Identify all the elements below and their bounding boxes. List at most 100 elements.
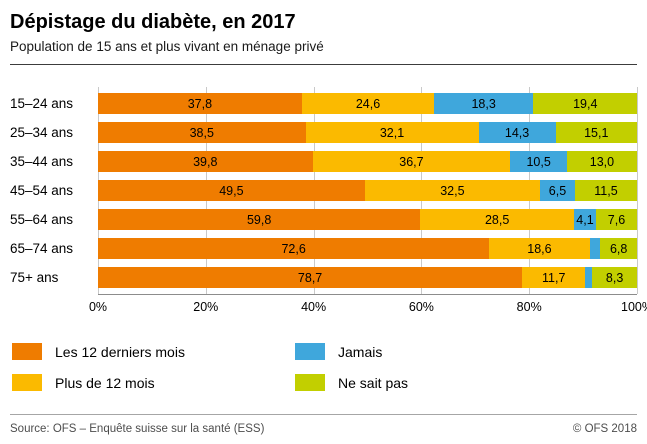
x-tick-label: 60% <box>408 300 434 314</box>
category-label: 35–44 ans <box>10 154 74 169</box>
legend-swatch <box>12 374 42 391</box>
category-label: 55–64 ans <box>10 212 74 227</box>
segment-value-label: 37,8 <box>187 96 213 111</box>
segment-value-label: 8,3 <box>605 270 624 285</box>
bar-row: 59,8 28,5 4,1 7,6 <box>98 209 637 230</box>
chart-subtitle: Population de 15 ans et plus vivant en m… <box>10 39 324 54</box>
bar-segment: 11,7 <box>522 267 586 288</box>
x-tick-label: 40% <box>301 300 327 314</box>
segment-value-label: 18,3 <box>471 96 496 111</box>
bar-segment: 36,7 <box>312 151 511 172</box>
bar-segment: 28,5 <box>420 209 574 230</box>
legend-label: Ne sait pas <box>338 374 409 391</box>
segment-value-label: 24,6 <box>355 96 381 111</box>
bar-segment: 78,7 <box>98 267 523 288</box>
legend-label: Jamais <box>338 343 383 360</box>
legend-label: Les 12 derniers mois <box>55 343 185 360</box>
page-title: Dépistage du diabète, en 2017 <box>10 11 296 33</box>
source-note: Source: OFS – Enquête suisse sur la sant… <box>10 423 265 435</box>
legend-swatch <box>295 374 325 391</box>
category-label: 45–54 ans <box>10 183 74 198</box>
stacked-bar-chart: 15–24 ans 25–34 ans 35–44 ans 45–54 ans 55–6… <box>10 87 638 295</box>
legend: Les 12 derniers mois Plus de 12 mois Jamai… <box>10 343 637 391</box>
plot-area: 37,8 24,6 18,3 19,4 38,5 32,1 14,3 15,1 39,8 36,7… <box>98 87 638 295</box>
legend-label: Plus de 12 mois <box>55 374 155 391</box>
gridline <box>637 87 638 294</box>
x-tick-label: 80% <box>516 300 542 314</box>
x-tick-label: 100% <box>621 300 647 314</box>
segment-value-label: 18,6 <box>527 241 552 256</box>
bar-segment: 72,6 <box>98 238 490 259</box>
segment-value-label: 13,0 <box>589 154 615 169</box>
segment-value-label: 49,5 <box>219 183 244 198</box>
segment-value-label: 32,5 <box>440 183 465 198</box>
bar-segment: 10,5 <box>510 151 567 172</box>
legend-item: Ne sait pas <box>295 374 637 391</box>
segment-value-label: 36,7 <box>399 154 424 169</box>
bar-segment: 11,5 <box>575 180 637 201</box>
bar-segment: 8,3 <box>592 267 637 288</box>
bar-segment <box>585 267 593 288</box>
bar-segment: 18,6 <box>489 238 590 259</box>
segment-value-label: 6,8 <box>609 241 628 256</box>
header-rule <box>10 64 637 65</box>
x-axis: 0% 20% 40% 60% 80% 100% <box>89 295 647 319</box>
segment-value-label: 11,5 <box>594 183 618 198</box>
bar-segment: 49,5 <box>98 180 365 201</box>
bar-segment <box>589 238 601 259</box>
bar-row: 72,6 18,6 6,8 <box>98 238 637 259</box>
bar-segment: 18,3 <box>434 93 533 114</box>
segment-value-label: 38,5 <box>189 125 214 140</box>
segment-value-label: 10,5 <box>526 154 551 169</box>
legend-item: Plus de 12 mois <box>12 374 295 391</box>
segment-value-label: 4,1 <box>576 212 594 227</box>
bar-segment: 4,1 <box>573 209 597 230</box>
legend-item: Les 12 derniers mois <box>12 343 295 360</box>
bar-segment: 6,8 <box>600 238 637 259</box>
bars: 37,8 24,6 18,3 19,4 38,5 32,1 14,3 15,1 39,8 36,7… <box>98 93 637 288</box>
category-label: 65–74 ans <box>10 241 74 256</box>
bar-segment: 59,8 <box>98 209 421 230</box>
bar-row: 78,7 11,7 8,3 <box>98 267 637 288</box>
bar-segment: 39,8 <box>98 151 313 172</box>
bar-segment: 38,5 <box>98 122 306 143</box>
bar-row: 37,8 24,6 18,3 19,4 <box>98 93 637 114</box>
x-tick-label: 20% <box>193 300 219 314</box>
bar-segment: 6,5 <box>539 180 575 201</box>
bar-row: 38,5 32,1 14,3 15,1 <box>98 122 637 143</box>
category-labels: 15–24 ans 25–34 ans 35–44 ans 45–54 ans 55–6… <box>10 87 98 295</box>
bar-segment: 19,4 <box>532 93 637 114</box>
category-label: 75+ ans <box>10 270 59 285</box>
legend-swatch <box>295 343 325 360</box>
bar-segment: 37,8 <box>98 93 302 114</box>
segment-value-label: 72,6 <box>281 241 306 256</box>
copyright-note: © OFS 2018 <box>572 423 637 435</box>
segment-value-label: 32,1 <box>379 125 405 140</box>
bar-segment: 14,3 <box>478 122 556 143</box>
segment-value-label: 6,5 <box>548 183 567 198</box>
bar-segment: 13,0 <box>566 151 637 172</box>
segment-value-label: 14,3 <box>504 125 530 140</box>
x-tick-label: 0% <box>88 300 108 314</box>
segment-value-label: 28,5 <box>484 212 510 227</box>
bar-segment: 15,1 <box>555 122 637 143</box>
category-label: 15–24 ans <box>10 96 74 111</box>
segment-value-label: 11,7 <box>542 270 566 285</box>
legend-item: Jamais <box>295 343 637 360</box>
segment-value-label: 7,6 <box>607 212 626 227</box>
footer: Source: OFS – Enquête suisse sur la sant… <box>10 414 637 444</box>
bar-row: 39,8 36,7 10,5 13,0 <box>98 151 637 172</box>
bar-segment: 32,1 <box>305 122 479 143</box>
bar-row: 49,5 32,5 6,5 11,5 <box>98 180 637 201</box>
category-label: 25–34 ans <box>10 125 74 140</box>
bar-segment: 24,6 <box>301 93 435 114</box>
segment-value-label: 78,7 <box>297 270 323 285</box>
legend-swatch <box>12 343 42 360</box>
segment-value-label: 19,4 <box>573 96 598 111</box>
bar-segment: 32,5 <box>364 180 540 201</box>
bar-segment: 7,6 <box>596 209 637 230</box>
segment-value-label: 59,8 <box>246 212 272 227</box>
segment-value-label: 39,8 <box>193 154 218 169</box>
segment-value-label: 15,1 <box>584 125 609 140</box>
